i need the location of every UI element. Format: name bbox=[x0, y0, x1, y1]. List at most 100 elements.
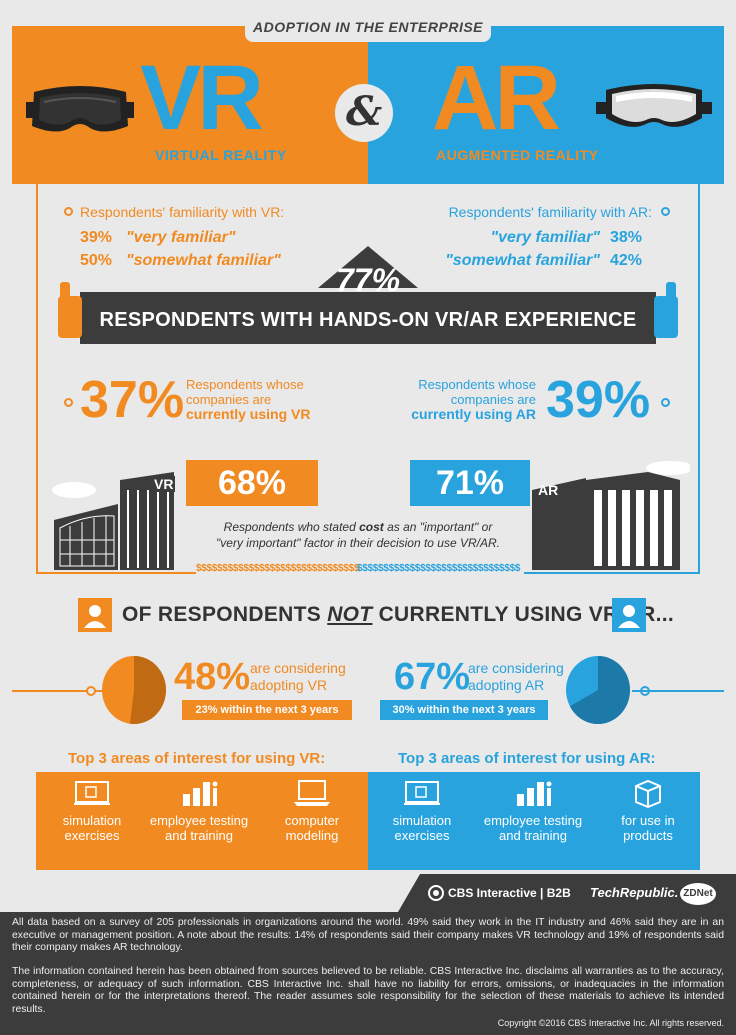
vr-item-3-line2: modeling bbox=[285, 828, 339, 843]
ar-consider-pie bbox=[566, 656, 630, 724]
vr-top3-title: Top 3 areas of interest for using VR: bbox=[68, 750, 326, 767]
vr-title: VR bbox=[140, 47, 264, 149]
cost-caption-line2: "very important" factor in their decisio… bbox=[216, 536, 500, 550]
bar-chart-people-icon bbox=[183, 781, 218, 806]
cbs-eye-icon bbox=[428, 885, 444, 901]
vr-top3-item-3: computer modeling bbox=[262, 778, 362, 843]
vr-consider-pct: 48% bbox=[174, 656, 251, 698]
cbs-logo: CBS Interactive | B2B bbox=[448, 886, 571, 900]
ar-cost-baseline bbox=[524, 572, 700, 574]
vr-cost-pct: 68% bbox=[186, 460, 318, 506]
vr-side-line bbox=[36, 184, 38, 574]
ar-item-2-line2: and training bbox=[499, 828, 567, 843]
zdnet-logo: ZDNet bbox=[680, 883, 716, 905]
ar-top3-item-2: employee testing and training bbox=[476, 778, 590, 843]
vr-building-label: VR bbox=[152, 476, 176, 492]
vr-using-line2: companies are bbox=[186, 392, 272, 407]
not-using-heading-not: NOT bbox=[327, 603, 373, 626]
vr-item-1-line1: simulation bbox=[62, 813, 122, 828]
vr-item-2-line2: and training bbox=[165, 828, 233, 843]
not-using-heading-b: CURRENTLY USING VR/AR... bbox=[378, 603, 674, 626]
ar-very-pct: 38% bbox=[610, 229, 643, 246]
ar-some-pct: 42% bbox=[610, 252, 643, 269]
vr-using-pct: 37% bbox=[80, 371, 185, 429]
ampersand-circle: & bbox=[335, 84, 393, 142]
vr-consider-pie bbox=[102, 656, 166, 724]
hands-on-banner bbox=[58, 246, 678, 344]
ar-item-3-line2: products bbox=[623, 828, 673, 843]
cost-caption-line1: Respondents who stated cost as an "impor… bbox=[186, 520, 530, 534]
vr-consider-line1: are considering bbox=[250, 660, 346, 676]
vr-consider-dot bbox=[86, 686, 96, 696]
ar-building-icon bbox=[532, 461, 690, 570]
ar-consider-pct: 67% bbox=[394, 656, 471, 698]
ar-familiarity-title: Respondents' familiarity with AR: bbox=[448, 204, 652, 220]
ar-consider-line bbox=[632, 690, 724, 692]
ar-building-label: AR bbox=[538, 482, 559, 498]
ar-item-3-line1: for use in bbox=[621, 813, 675, 828]
ar-item-1-line1: simulation bbox=[392, 813, 452, 828]
logo-bar bbox=[398, 874, 736, 912]
cost-caption-bold: cost bbox=[359, 520, 384, 534]
vr-goggles-icon bbox=[26, 86, 134, 132]
ar-dollar-row: $$$$$$$$$$$$$$$$$$$$$$$$$$$$$$$ bbox=[357, 563, 521, 574]
ar-subtitle: AUGMENTED REALITY bbox=[436, 147, 599, 163]
cost-caption-a: Respondents who stated bbox=[223, 520, 360, 534]
vr-item-1-line2: exercises bbox=[64, 828, 120, 843]
header-banner: ADOPTION IN THE ENTERPRISE bbox=[245, 12, 491, 42]
vr-person-icon bbox=[78, 598, 112, 632]
vr-familiarity-title: Respondents' familiarity with VR: bbox=[80, 204, 285, 220]
hands-on-pct: 77% bbox=[335, 262, 401, 298]
ar-top3-title: Top 3 areas of interest for using AR: bbox=[398, 750, 656, 767]
bar-chart-people-icon bbox=[517, 781, 552, 806]
ar-very-label: "very familiar" bbox=[490, 229, 600, 246]
vr-item-3-line1: computer bbox=[284, 813, 340, 828]
ar-using-line2: companies are bbox=[450, 392, 536, 407]
ar-title: AR bbox=[432, 47, 561, 149]
techrepublic-logo: TechRepublic. bbox=[590, 885, 679, 900]
ar-side-line bbox=[698, 184, 700, 574]
ar-goggles-icon bbox=[596, 84, 712, 127]
ar-familiarity-dot bbox=[661, 207, 670, 216]
vr-consider-line bbox=[12, 690, 104, 692]
box-icon bbox=[635, 779, 661, 809]
ampersand-label: & bbox=[345, 88, 383, 135]
vr-pie-slice bbox=[129, 656, 166, 724]
ar-cost-pct: 71% bbox=[410, 460, 530, 506]
vr-using-dot bbox=[64, 398, 73, 407]
cost-caption-b: as an "important" or bbox=[383, 520, 493, 534]
ar-top3-item-1: simulation exercises bbox=[372, 778, 472, 843]
vr-top3-item-1: simulation exercises bbox=[42, 778, 142, 843]
simulation-icon bbox=[404, 781, 440, 805]
vr-cost-baseline bbox=[36, 572, 196, 574]
ar-using-dot bbox=[661, 398, 670, 407]
ar-some-label: "somewhat familiar" bbox=[445, 252, 600, 269]
not-using-heading-a: OF RESPONDENTS bbox=[122, 603, 322, 626]
vr-very-label: "very familiar" bbox=[126, 229, 236, 246]
vr-using-line1: Respondents whose bbox=[186, 377, 304, 392]
vr-within-badge: 23% within the next 3 years bbox=[182, 700, 352, 720]
not-using-heading: OF RESPONDENTS NOT CURRENTLY USING VR/AR… bbox=[122, 600, 674, 630]
vr-top3-item-2: employee testing and training bbox=[142, 778, 256, 843]
vr-dollar-row: $$$$$$$$$$$$$$$$$$$$$$$$$$$$$$$ bbox=[196, 563, 360, 574]
footer-para1: All data based on a survey of 205 profes… bbox=[12, 917, 724, 953]
ar-using-line1: Respondents whose bbox=[418, 377, 536, 392]
ar-consider-line2: adopting AR bbox=[468, 677, 545, 693]
ar-pie-slice bbox=[569, 656, 630, 724]
vr-familiarity-dot bbox=[64, 207, 73, 216]
vr-subtitle: VIRTUAL REALITY bbox=[155, 147, 287, 163]
vr-some-label: "somewhat familiar" bbox=[126, 252, 281, 269]
ar-using-pct: 39% bbox=[546, 371, 651, 429]
simulation-icon bbox=[74, 781, 110, 805]
ar-item-2-line1: employee testing bbox=[483, 813, 583, 828]
ar-item-1-line2: exercises bbox=[394, 828, 450, 843]
ar-using-line3: currently using AR bbox=[411, 406, 536, 422]
ar-top3-item-3: for use in products bbox=[598, 778, 698, 843]
footer-copyright: Copyright ©2016 CBS Interactive Inc. All… bbox=[497, 1018, 724, 1028]
ar-consider-line1: are considering bbox=[468, 660, 564, 676]
ar-person-icon bbox=[612, 598, 646, 632]
vr-using-line3: currently using VR bbox=[186, 406, 311, 422]
footer-panel bbox=[0, 912, 736, 1035]
vr-very-pct: 39% bbox=[80, 229, 113, 246]
vr-some-pct: 50% bbox=[80, 252, 113, 269]
